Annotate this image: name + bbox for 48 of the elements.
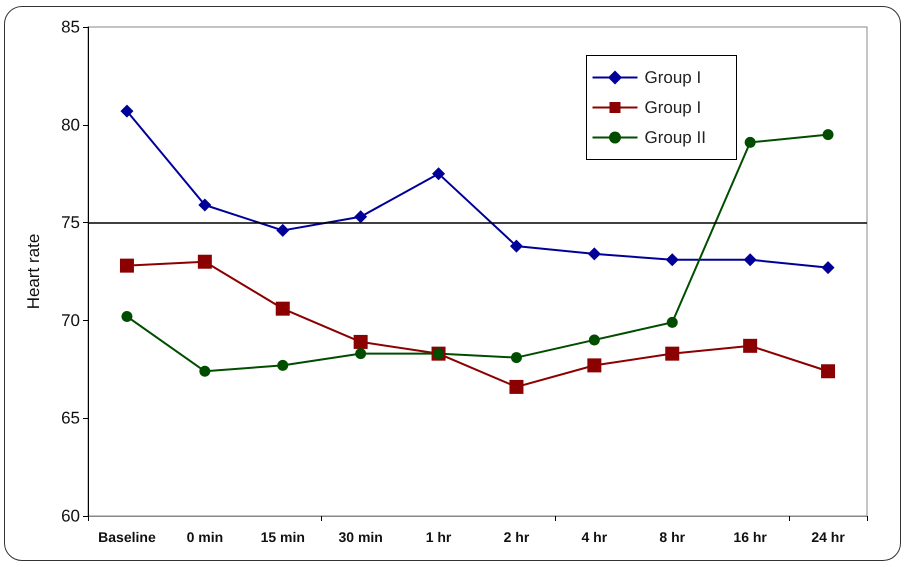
- point: [510, 240, 523, 253]
- point: [120, 104, 134, 118]
- x-tick-label: 15 min: [260, 529, 305, 545]
- legend-label: Group II: [644, 128, 706, 147]
- point: [509, 380, 524, 394]
- point: [665, 346, 680, 361]
- point: [822, 261, 835, 274]
- y-tick-label: 65: [61, 408, 80, 428]
- point: [588, 334, 600, 346]
- point: [821, 364, 836, 378]
- x-tick-label: 1 hr: [426, 529, 452, 545]
- x-tick-label: Baseline: [98, 529, 156, 545]
- y-tick-label: 80: [61, 115, 80, 134]
- point: [355, 348, 366, 360]
- point: [198, 254, 212, 269]
- x-tick-label: 16 hr: [733, 529, 768, 545]
- y-tick-label: 70: [61, 310, 80, 330]
- point: [198, 198, 212, 212]
- point: [354, 210, 368, 224]
- point: [666, 316, 678, 328]
- x-tick-label: 24 hr: [811, 529, 846, 545]
- point: [510, 352, 522, 364]
- point: [121, 310, 132, 322]
- y-axis-title: Heart rate: [24, 234, 43, 310]
- point: [432, 167, 446, 180]
- point: [822, 129, 834, 140]
- legend-label: Group I: [644, 98, 702, 117]
- point: [588, 247, 601, 260]
- point: [276, 302, 290, 316]
- y-tick-label: 85: [61, 18, 80, 36]
- y-tick-label: 75: [61, 213, 80, 232]
- legend-label: Group I: [644, 68, 702, 87]
- point: [744, 136, 756, 148]
- point: [120, 258, 134, 273]
- x-tick-label: 0 min: [186, 529, 224, 545]
- point: [666, 253, 679, 266]
- x-tick-label: 2 hr: [504, 529, 530, 545]
- point: [276, 224, 290, 237]
- point: [277, 360, 288, 371]
- point: [199, 366, 210, 377]
- y-tick-label: 60: [61, 506, 80, 526]
- point: [587, 358, 602, 372]
- point: [354, 334, 368, 349]
- x-tick-label: 8 hr: [659, 529, 686, 545]
- x-tick-label: 30 min: [338, 529, 383, 545]
- point: [744, 253, 757, 266]
- point: [743, 338, 758, 353]
- x-tick-label: 4 hr: [582, 529, 608, 545]
